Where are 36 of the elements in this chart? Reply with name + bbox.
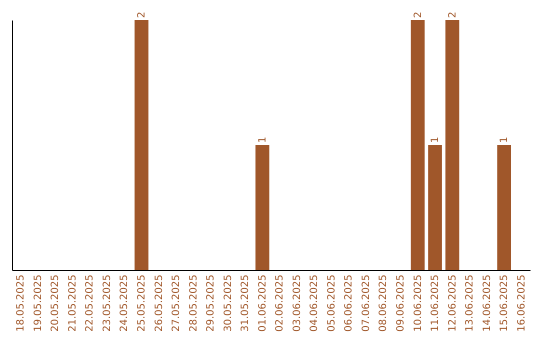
x-tick-label: 05.06.2025	[326, 274, 338, 332]
x-tick-label: 22.05.2025	[84, 274, 96, 332]
x-tick-label: 29.05.2025	[206, 274, 217, 332]
x-tick-label: 03.06.2025	[292, 274, 303, 332]
x-tick-label: 26.05.2025	[154, 274, 165, 332]
x-tick-label: 27.05.2025	[171, 274, 182, 332]
data-label: 2	[412, 12, 424, 18]
data-label: 1	[257, 136, 268, 143]
x-tick-label: 25.05.2025	[136, 274, 148, 332]
x-tick-label: 30.05.2025	[222, 274, 234, 332]
x-tick-label: 01.06.2025	[257, 274, 268, 332]
x-tick-label: 09.06.2025	[396, 274, 406, 332]
x-tick-label: 19.05.2025	[32, 274, 44, 332]
data-label: 2	[447, 12, 458, 18]
data-label: 1	[430, 136, 442, 143]
x-tick-label: 08.06.2025	[378, 274, 390, 332]
x-tick-label: 15.06.2025	[499, 274, 510, 332]
x-tick-label: 20.05.2025	[50, 274, 62, 332]
x-tick-label: 21.05.2025	[67, 274, 78, 332]
x-tick-label: 02.06.2025	[274, 274, 286, 332]
x-tick-label: 24.05.2025	[119, 274, 130, 332]
x-tick-label: 28.05.2025	[188, 274, 200, 332]
data-label: 2	[136, 12, 148, 18]
x-tick-label: 13.06.2025	[464, 274, 476, 332]
x-tick-label: 23.05.2025	[102, 274, 113, 332]
x-tick-label: 16.06.2025	[516, 274, 528, 332]
x-tick-label: 18.05.2025	[16, 274, 27, 332]
x-tick-label: 12.06.2025	[447, 274, 458, 332]
x-tick-label: 31.05.2025	[240, 274, 252, 332]
x-tick-label: 07.06.2025	[360, 274, 372, 332]
x-tick-label: 06.06.2025	[344, 274, 355, 332]
x-tick-label: 14.06.2025	[482, 274, 493, 332]
data-label: 1	[499, 136, 510, 143]
x-tick-label: 10.06.2025	[412, 274, 424, 332]
x-tick-label: 04.06.2025	[309, 274, 320, 332]
x-tick-label: 11.06.2025	[430, 274, 442, 332]
